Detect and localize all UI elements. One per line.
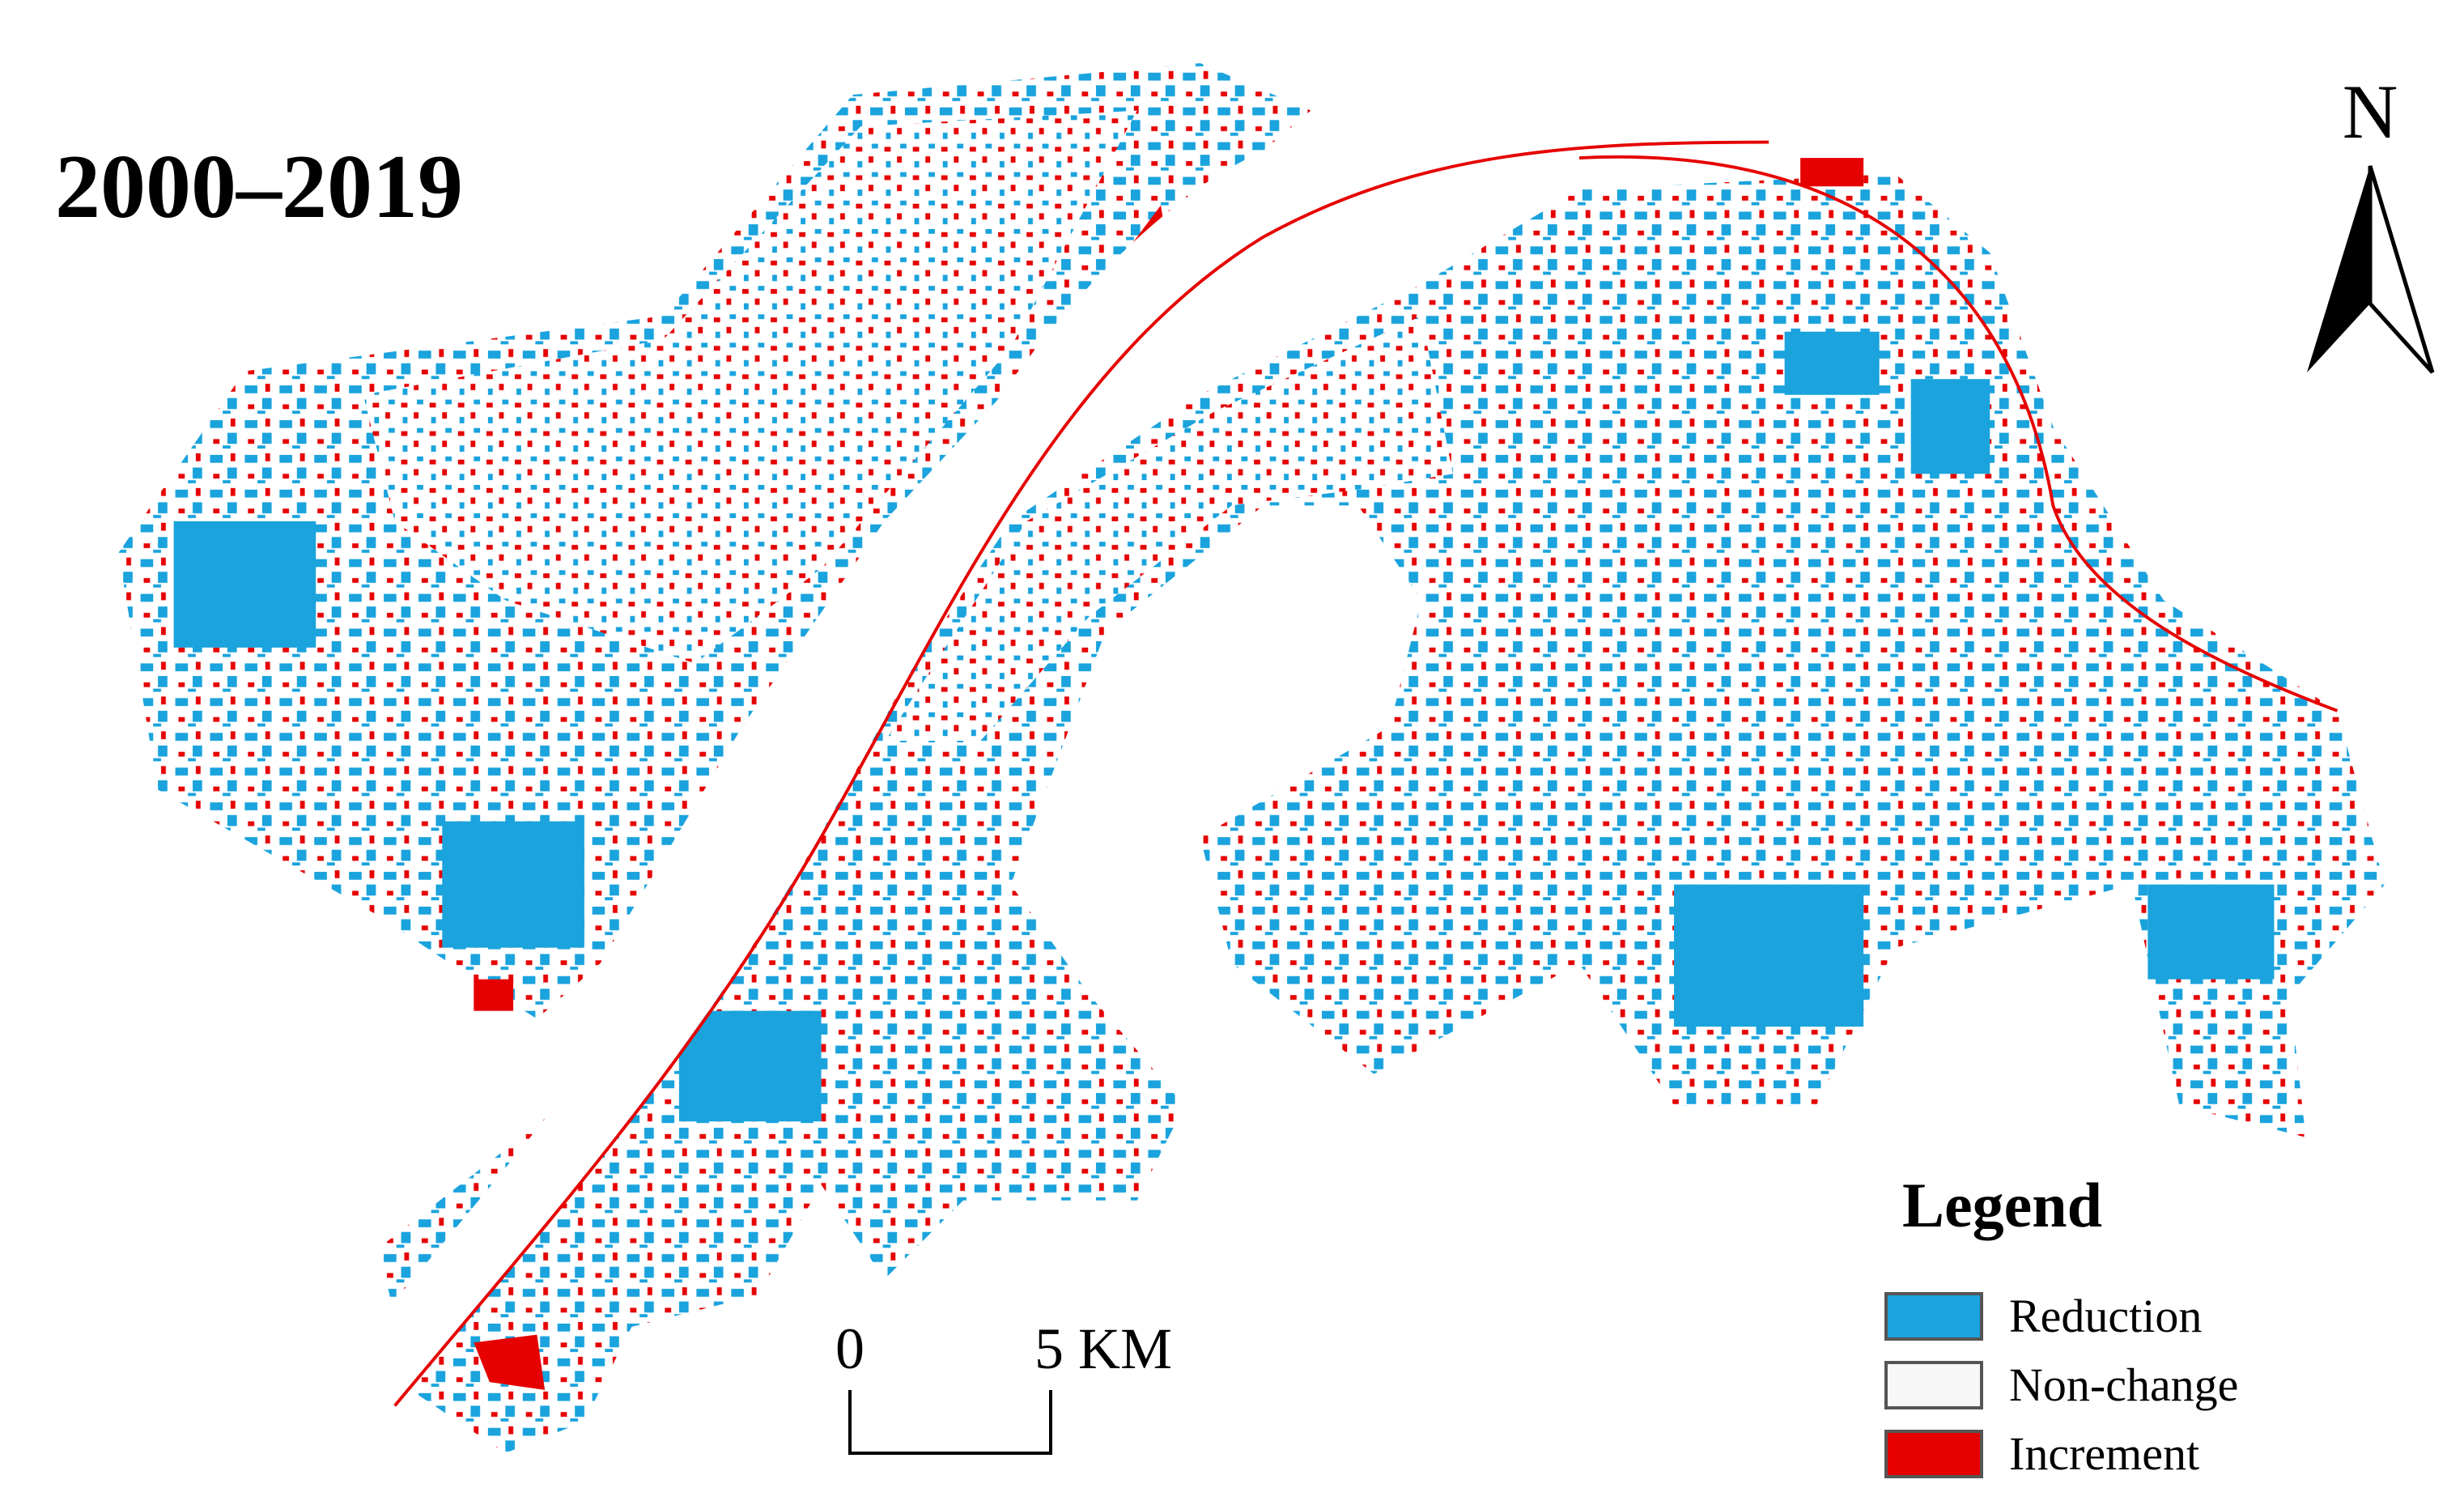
scale-bar <box>848 1390 1052 1455</box>
river-bank <box>393 140 1769 1407</box>
legend-swatch <box>1884 1361 1983 1409</box>
map-title: 2000–2019 <box>55 137 463 237</box>
district-west-core <box>363 110 1137 664</box>
scale-end: 5 KM <box>1034 1316 1172 1381</box>
district-east <box>379 173 2385 1453</box>
legend-label: Increment <box>2009 1427 2199 1480</box>
rail-line <box>1578 155 2339 712</box>
river <box>329 62 1786 1423</box>
legend-swatch <box>1884 1430 1983 1478</box>
scale-start: 0 <box>835 1316 865 1381</box>
legend-title: Legend <box>1902 1170 2102 1240</box>
map-area <box>118 62 2385 1453</box>
legend-label: Non-change <box>2009 1358 2238 1411</box>
district-east-core <box>884 316 1453 742</box>
north-label: N <box>2343 69 2398 155</box>
north-arrow <box>2307 165 2435 374</box>
legend-swatch <box>1884 1292 1983 1341</box>
legend-label: Reduction <box>2009 1290 2202 1342</box>
